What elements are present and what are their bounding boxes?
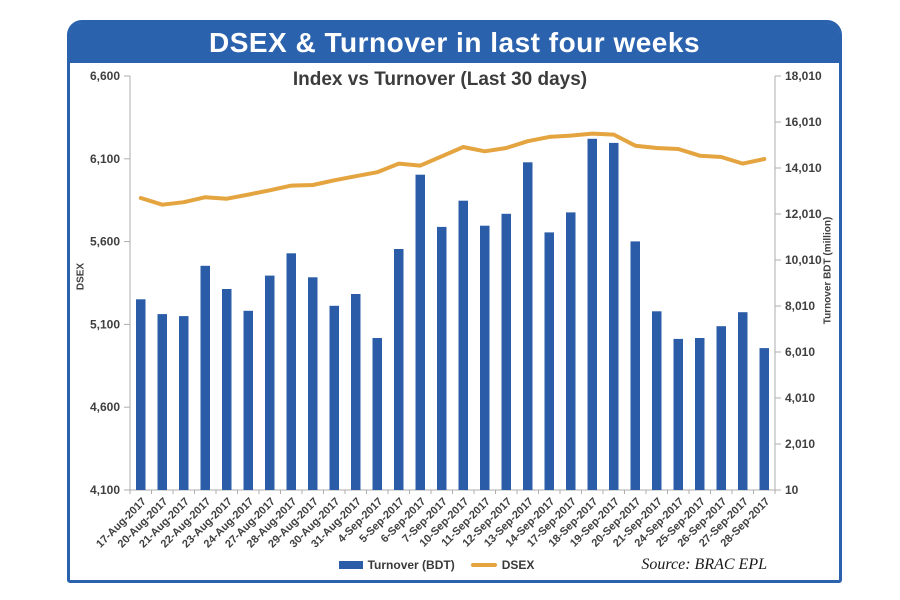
turnover-bar	[265, 275, 275, 490]
turnover-bar	[630, 241, 640, 490]
left-axis-tick-label: 6,100	[90, 152, 120, 166]
right-axis-tick-label: 10	[785, 483, 799, 497]
turnover-bar	[566, 212, 576, 490]
chart-title: Index vs Turnover (Last 30 days)	[292, 69, 588, 90]
turnover-bar	[243, 310, 253, 490]
turnover-bar	[544, 232, 554, 490]
combo-chart: 6,600 6,100 5,600 5,100 4,600 4,100 18,010 16,0…	[90, 69, 822, 550]
right-axis-tick-label: 12,010	[785, 207, 822, 221]
turnover-bar	[652, 311, 662, 490]
left-axis-tick-label: 4,600	[90, 400, 120, 414]
right-axis-tick-label: 10,010	[785, 253, 822, 267]
banner-title: DSEX & Turnover in last four weeks	[208, 27, 701, 58]
dsex-line	[138, 131, 767, 207]
title-banner: DSEX & Turnover in last four weeks	[70, 23, 839, 63]
legend: Turnover (BDT) DSEX	[338, 558, 535, 572]
right-axis-tick-label: 16,010	[785, 115, 822, 129]
turnover-bar	[437, 226, 447, 490]
turnover-bar	[329, 305, 339, 490]
left-axis-tick-label: 4,100	[90, 483, 120, 497]
turnover-bar	[523, 162, 533, 491]
turnover-bar	[759, 348, 769, 490]
turnover-bar	[458, 200, 468, 490]
chart-card: DSEX & Turnover in last four weeks Index…	[67, 20, 842, 583]
legend-item-dsex: DSEX	[470, 558, 535, 572]
turnover-bar	[716, 326, 726, 490]
turnover-bar	[286, 253, 296, 490]
right-axis-tick-label: 6,010	[785, 345, 815, 359]
turnover-bar	[157, 314, 167, 490]
turnover-bar	[136, 299, 146, 490]
turnover-bar	[372, 338, 382, 490]
turnover-bar	[200, 265, 210, 490]
legend-row: Turnover (BDT) DSEX	[70, 558, 839, 572]
right-axis-tick-label: 8,010	[785, 299, 815, 313]
turnover-bar	[673, 338, 683, 490]
turnover-bar	[738, 312, 748, 490]
turnover-bar	[394, 249, 404, 490]
legend-label-turnover: Turnover (BDT)	[367, 558, 455, 572]
turnover-bar	[480, 225, 490, 490]
turnover-bar	[308, 277, 318, 490]
left-axis-tick-label: 5,600	[90, 235, 120, 249]
right-axis-tick-label: 14,010	[785, 161, 822, 175]
turnover-bar	[222, 289, 232, 490]
right-axis-tick-label: 4,010	[785, 391, 815, 405]
turnover-bar	[415, 174, 425, 490]
right-axis-tick-label: 18,010	[785, 69, 822, 83]
turnover-bar	[179, 316, 189, 490]
turnover-bar-swatch	[338, 561, 363, 569]
left-axis-tick-label: 5,100	[90, 317, 120, 331]
turnover-bar	[501, 213, 511, 491]
legend-label-dsex: DSEX	[501, 558, 535, 572]
chart-area: Index vs Turnover (Last 30 days) DSEX Tu…	[70, 63, 839, 580]
turnover-bar	[587, 138, 597, 491]
turnover-bar	[351, 294, 361, 490]
dsex-line-swatch	[470, 563, 497, 567]
right-axis-tick-label: 2,010	[785, 437, 815, 451]
source-credit: Source: BRAC EPL	[641, 556, 767, 573]
turnover-bar	[609, 142, 619, 490]
left-axis-tick-label: 6,600	[90, 69, 120, 83]
legend-item-turnover: Turnover (BDT)	[338, 558, 455, 572]
turnover-bar	[695, 338, 705, 490]
